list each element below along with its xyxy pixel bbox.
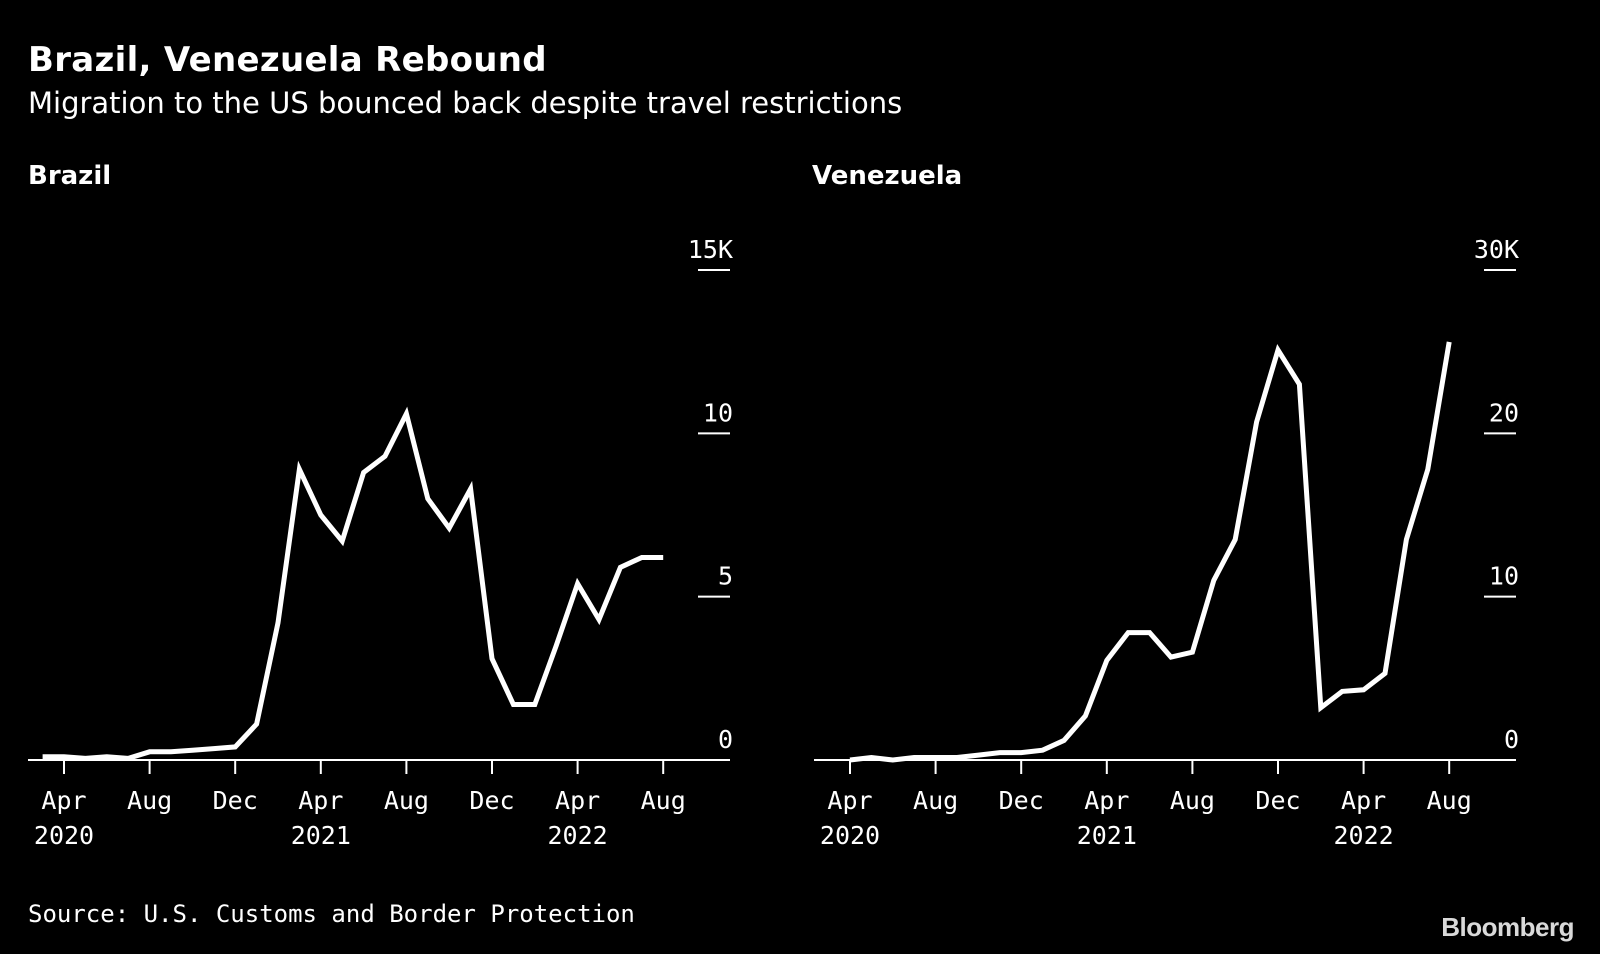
venezuela-xtick-month: Aug (1170, 786, 1215, 815)
venezuela-xtick-year: 2022 (1333, 821, 1393, 850)
venezuela-panel-title: Venezuela (812, 161, 962, 191)
venezuela-xtick-year: 2020 (820, 821, 880, 850)
brazil-xtick-year: 2020 (34, 821, 94, 850)
venezuela-xtick-month: Dec (999, 786, 1044, 815)
brazil-xtick-month: Apr (298, 786, 343, 815)
brazil-xtick-year: 2022 (547, 821, 607, 850)
chart-title: Brazil, Venezuela Rebound (28, 40, 547, 80)
venezuela-xtick-month: Apr (1084, 786, 1129, 815)
venezuela-xtick-year: 2021 (1077, 821, 1137, 850)
brazil-series-line (42, 406, 664, 761)
brazil-xtick-year: 2021 (291, 821, 351, 850)
venezuela-xtick-month: Aug (1427, 786, 1472, 815)
venezuela-xtick-month: Dec (1255, 786, 1300, 815)
brazil-ytick-label: 10 (703, 398, 733, 427)
bloomberg-logo: Bloomberg (1441, 912, 1574, 942)
brazil-xtick-month: Dec (469, 786, 514, 815)
brazil-xtick-month: Apr (555, 786, 600, 815)
venezuela-xtick-month: Aug (913, 786, 958, 815)
venezuela-ytick-label: 20 (1489, 398, 1519, 427)
venezuela-ytick-label: 10 (1489, 562, 1519, 591)
venezuela-panel: Venezuela 0 10 20 30K Apr 2020 Aug Dec Apr 2021 Aug… (812, 161, 1519, 850)
venezuela-series-line (849, 341, 1452, 763)
brazil-ytick-label: 5 (718, 562, 733, 591)
brazil-panel-title: Brazil (28, 161, 111, 191)
source-note: Source: U.S. Customs and Border Protecti… (28, 900, 635, 928)
venezuela-ytick-label: 0 (1504, 725, 1519, 754)
brazil-xtick-month: Dec (213, 786, 258, 815)
brazil-panel: Brazil 0 5 10 15K Apr 2020 Aug Dec Apr 2021 Aug Dec A… (28, 161, 733, 850)
brazil-ytick-label: 15K (688, 235, 733, 264)
venezuela-xtick-month: Apr (1341, 786, 1386, 815)
brazil-xtick-month: Aug (641, 786, 686, 815)
chart-subtitle: Migration to the US bounced back despite… (28, 86, 903, 120)
brazil-xtick-month: Apr (41, 786, 86, 815)
brazil-ytick-label: 0 (718, 725, 733, 754)
brazil-xtick-month: Aug (127, 786, 172, 815)
venezuela-xtick-month: Apr (827, 786, 872, 815)
venezuela-ytick-label: 30K (1474, 235, 1519, 264)
brazil-xtick-month: Aug (384, 786, 429, 815)
